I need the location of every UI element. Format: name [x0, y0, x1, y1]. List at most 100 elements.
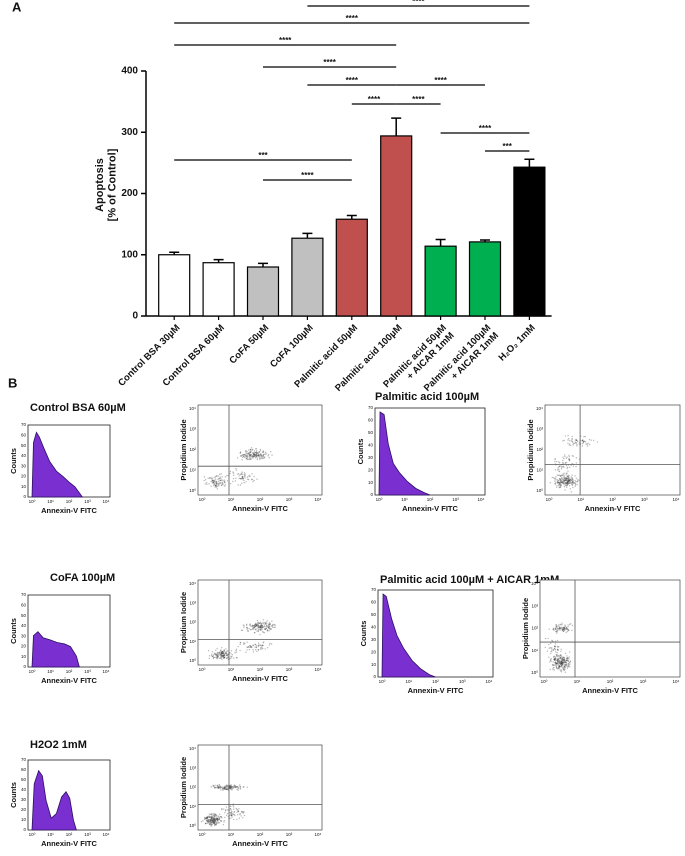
- cytometry-dot: [241, 811, 244, 813]
- cytometry-dot: [558, 485, 560, 487]
- cytometry-dot: [571, 483, 573, 486]
- count-tick-label: 0: [370, 492, 373, 497]
- cytometry-dot: [561, 628, 563, 631]
- cytometry-dot: [574, 482, 577, 485]
- cytometry-dot: [241, 482, 243, 485]
- cytometry-dot: [246, 641, 248, 643]
- cytometry-dot: [252, 627, 254, 630]
- cytometry-dot: [225, 652, 227, 654]
- cytometry-dot: [572, 444, 574, 446]
- cytometry-dot: [250, 478, 253, 481]
- log-tick-label: 10¹: [405, 679, 412, 684]
- cytometry-dot: [569, 478, 572, 481]
- cytometry-dot: [231, 786, 234, 788]
- cytometry-dot: [555, 657, 557, 659]
- cytometry-dot: [214, 653, 217, 656]
- cytometry-dot: [214, 818, 216, 820]
- cytometry-dot: [555, 628, 557, 630]
- cytometry-dot: [246, 624, 248, 626]
- cytometry-dot: [567, 657, 569, 659]
- cytometry-dot: [215, 480, 218, 483]
- error-bar: [391, 117, 402, 136]
- cytometry-dot: [554, 649, 557, 651]
- cytometry-dot: [216, 654, 219, 657]
- cytometry-dot: [232, 818, 235, 821]
- cytometry-dot: [209, 819, 212, 822]
- cytometry-dot: [219, 479, 222, 482]
- cytometry-dot: [556, 648, 559, 650]
- cytometry-dot: [210, 819, 212, 821]
- cytometry-dot: [255, 623, 257, 626]
- cytometry-dot: [236, 811, 238, 814]
- cytometry-dot: [227, 653, 229, 656]
- cytometry-dot: [257, 622, 260, 625]
- cytometry-dot: [210, 813, 212, 816]
- cytometry-dot: [565, 662, 568, 664]
- cytometry-dot: [246, 454, 248, 456]
- cytometry-dot: [554, 469, 557, 471]
- cytometry-dot: [586, 443, 588, 445]
- cytometry-dot: [568, 484, 571, 487]
- cytometry-dot: [265, 627, 268, 630]
- cytometry-dot: [568, 481, 570, 484]
- cytometry-dot: [558, 486, 561, 489]
- cytometry-dot: [221, 817, 223, 819]
- cytometry-dot: [223, 485, 226, 487]
- cytometry-dot: [555, 486, 558, 488]
- cytometry-dot: [232, 472, 235, 474]
- cytometry-dot: [562, 660, 564, 662]
- cytometry-dot: [215, 815, 217, 817]
- cytometry-dot: [559, 486, 561, 488]
- cytometry-dot: [236, 818, 238, 821]
- cytometry-dot: [216, 647, 218, 650]
- cytometry-dot: [212, 784, 214, 787]
- cytometry-dot: [252, 628, 254, 631]
- cytometry-dot: [216, 485, 218, 488]
- error-bar: [524, 158, 535, 168]
- cytometry-dot: [221, 808, 223, 811]
- error-bar: [346, 214, 357, 220]
- cytometry-dot: [563, 477, 566, 479]
- cytometry-dot: [208, 822, 210, 825]
- error-bar: [302, 232, 313, 239]
- cytometry-dot: [556, 625, 558, 627]
- cytometry-dot: [217, 785, 219, 788]
- cytometry-dot: [552, 649, 554, 651]
- dot-cloud: [549, 434, 599, 493]
- cytometry-dot: [260, 647, 262, 649]
- cytometry-dot: [566, 478, 569, 480]
- cytometry-dot: [560, 655, 563, 657]
- cytometry-dot: [213, 821, 216, 823]
- cytometry-dot: [274, 624, 276, 626]
- cytometry-dot: [218, 657, 221, 660]
- cytometry-dot: [260, 625, 262, 627]
- cytometry-dot: [258, 451, 261, 454]
- cytometry-dot: [239, 788, 242, 790]
- cytometry-dot: [254, 454, 256, 456]
- cytometry-dot: [560, 670, 562, 672]
- cytometry-dot: [219, 785, 222, 788]
- cytometry-dot: [258, 627, 260, 629]
- cytometry-dot: [225, 657, 228, 659]
- count-tick-label: 40: [368, 442, 374, 447]
- cytometry-dot: [562, 481, 565, 484]
- cytometry-dot: [556, 630, 558, 632]
- cytometry-dot: [261, 457, 263, 459]
- cytometry-dot: [215, 480, 217, 482]
- cytometry-dot: [271, 620, 273, 622]
- cytometry-dot: [257, 627, 260, 629]
- cytometry-dot: [255, 452, 257, 454]
- cytometry-dot: [211, 479, 213, 482]
- cytometry-dot: [558, 661, 561, 664]
- cytometry-dot: [558, 482, 560, 484]
- cytometry-dot: [220, 816, 223, 818]
- log-tick-label: 10⁴: [103, 832, 110, 837]
- cytometry-dot: [260, 629, 262, 632]
- cytometry-dot: [216, 653, 218, 656]
- axis-label: Propidium Iodide: [526, 419, 535, 480]
- cytometry-dot: [563, 662, 565, 664]
- log-tick-label: 10²: [427, 497, 434, 502]
- cytometry-dot: [233, 786, 236, 789]
- log-tick-label: 10³: [189, 600, 196, 605]
- cytometry-dot: [209, 823, 212, 826]
